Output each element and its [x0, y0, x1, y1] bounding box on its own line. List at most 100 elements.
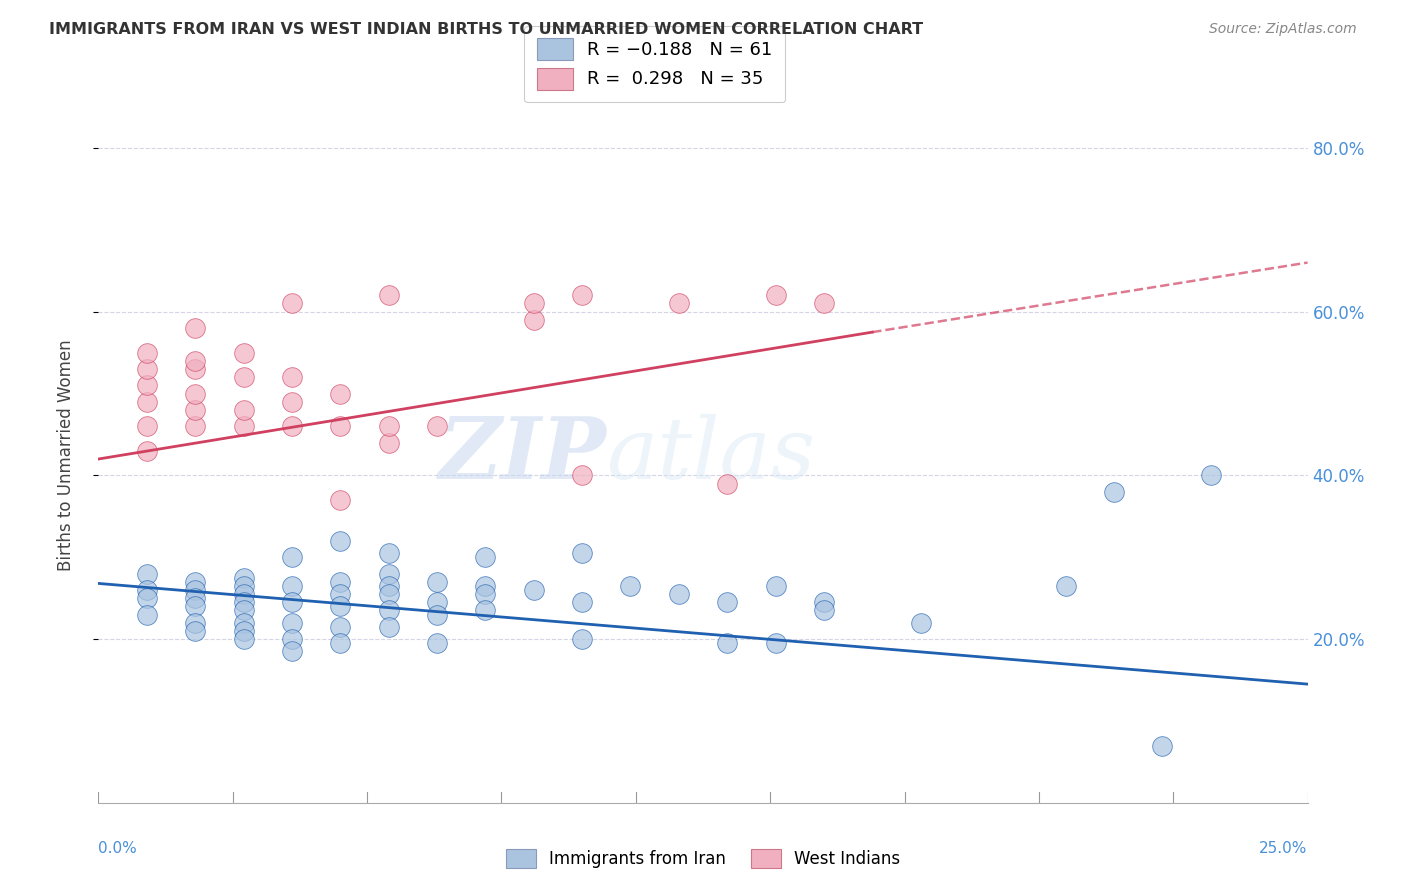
Point	[813, 603, 835, 617]
Point	[426, 419, 449, 434]
Point	[426, 574, 449, 589]
Point	[910, 615, 932, 630]
Point	[523, 582, 546, 597]
Point	[1199, 468, 1222, 483]
Point	[377, 435, 399, 450]
Point	[377, 566, 399, 581]
Point	[329, 533, 352, 548]
Point	[474, 550, 496, 565]
Point	[619, 579, 641, 593]
Point	[281, 394, 304, 409]
Point	[668, 296, 690, 310]
Point	[232, 345, 254, 359]
Point	[281, 632, 304, 646]
Point	[571, 546, 593, 560]
Point	[281, 370, 304, 384]
Point	[232, 632, 254, 646]
Text: Source: ZipAtlas.com: Source: ZipAtlas.com	[1209, 22, 1357, 37]
Point	[377, 587, 399, 601]
Point	[813, 595, 835, 609]
Legend: Immigrants from Iran, West Indians: Immigrants from Iran, West Indians	[499, 842, 907, 875]
Point	[135, 419, 157, 434]
Point	[426, 636, 449, 650]
Point	[813, 296, 835, 310]
Point	[571, 632, 593, 646]
Point	[426, 595, 449, 609]
Point	[281, 615, 304, 630]
Point	[135, 345, 157, 359]
Point	[474, 579, 496, 593]
Point	[184, 419, 207, 434]
Point	[377, 603, 399, 617]
Point	[232, 615, 254, 630]
Point	[377, 288, 399, 302]
Point	[716, 636, 738, 650]
Point	[232, 419, 254, 434]
Point	[184, 599, 207, 614]
Point	[474, 587, 496, 601]
Point	[668, 587, 690, 601]
Legend: R = −0.188   N = 61, R =  0.298   N = 35: R = −0.188 N = 61, R = 0.298 N = 35	[524, 26, 785, 103]
Point	[232, 579, 254, 593]
Point	[184, 386, 207, 401]
Point	[765, 636, 787, 650]
Point	[184, 353, 207, 368]
Point	[523, 296, 546, 310]
Point	[571, 288, 593, 302]
Point	[281, 296, 304, 310]
Point	[281, 579, 304, 593]
Point	[184, 403, 207, 417]
Point	[184, 582, 207, 597]
Point	[135, 443, 157, 458]
Point	[184, 615, 207, 630]
Text: 25.0%: 25.0%	[1260, 841, 1308, 856]
Point	[716, 476, 738, 491]
Point	[184, 321, 207, 335]
Point	[571, 468, 593, 483]
Point	[716, 595, 738, 609]
Point	[232, 370, 254, 384]
Point	[523, 313, 546, 327]
Point	[184, 624, 207, 638]
Point	[765, 288, 787, 302]
Point	[329, 419, 352, 434]
Point	[377, 620, 399, 634]
Point	[281, 595, 304, 609]
Point	[135, 582, 157, 597]
Point	[232, 624, 254, 638]
Point	[1102, 484, 1125, 499]
Point	[571, 595, 593, 609]
Point	[232, 603, 254, 617]
Point	[329, 574, 352, 589]
Point	[135, 394, 157, 409]
Point	[329, 386, 352, 401]
Point	[281, 550, 304, 565]
Point	[135, 378, 157, 392]
Point	[474, 603, 496, 617]
Point	[329, 620, 352, 634]
Point	[281, 419, 304, 434]
Point	[232, 571, 254, 585]
Text: 0.0%: 0.0%	[98, 841, 138, 856]
Point	[765, 579, 787, 593]
Point	[426, 607, 449, 622]
Y-axis label: Births to Unmarried Women: Births to Unmarried Women	[56, 339, 75, 571]
Point	[232, 587, 254, 601]
Point	[184, 591, 207, 606]
Text: atlas: atlas	[606, 414, 815, 496]
Text: IMMIGRANTS FROM IRAN VS WEST INDIAN BIRTHS TO UNMARRIED WOMEN CORRELATION CHART: IMMIGRANTS FROM IRAN VS WEST INDIAN BIRT…	[49, 22, 924, 37]
Point	[135, 362, 157, 376]
Point	[329, 587, 352, 601]
Point	[377, 579, 399, 593]
Point	[377, 419, 399, 434]
Point	[135, 566, 157, 581]
Point	[329, 636, 352, 650]
Text: ZIP: ZIP	[439, 413, 606, 497]
Point	[329, 492, 352, 507]
Point	[377, 546, 399, 560]
Point	[135, 591, 157, 606]
Point	[184, 574, 207, 589]
Point	[232, 403, 254, 417]
Point	[281, 644, 304, 658]
Point	[329, 599, 352, 614]
